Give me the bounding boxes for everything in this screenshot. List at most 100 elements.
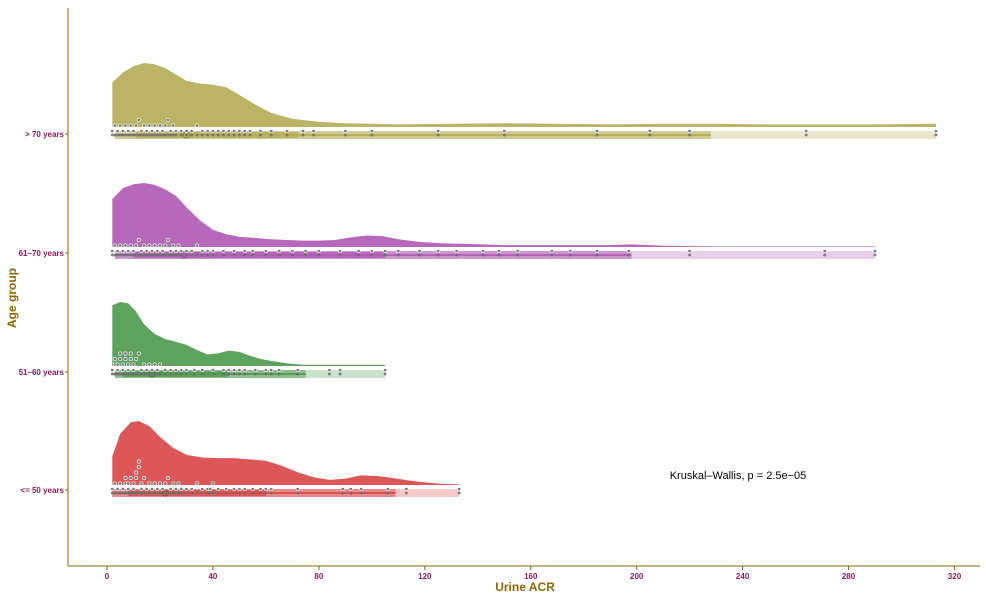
rug-point	[124, 372, 127, 376]
rug-point	[243, 133, 247, 137]
rug-point	[129, 372, 133, 376]
data-point	[210, 481, 215, 486]
data-point	[147, 243, 152, 248]
rug-point	[110, 372, 114, 376]
data-point	[142, 475, 147, 480]
data-point	[134, 243, 139, 248]
rug-point	[129, 253, 133, 257]
data-point	[139, 481, 144, 486]
y-ticks: <= 50 years 51–60 years 61–70 years > 70 ye…	[19, 130, 68, 495]
rug-point	[169, 133, 173, 137]
rug-point	[166, 253, 170, 257]
data-point	[136, 464, 141, 469]
rug-point	[116, 253, 120, 257]
rug-point	[595, 253, 599, 257]
rug-point	[383, 253, 387, 257]
rug-point	[179, 491, 183, 495]
rug-point	[259, 133, 263, 137]
rug-point	[232, 372, 236, 376]
data-point	[118, 123, 123, 128]
rug-point	[163, 491, 167, 495]
rug-point	[150, 372, 154, 376]
rug-point	[285, 133, 289, 137]
rug-point	[113, 133, 117, 137]
density-cloud	[112, 302, 386, 366]
rug-point	[200, 253, 204, 257]
data-point	[163, 243, 168, 248]
x-tick-label: 320	[948, 572, 962, 581]
rug-point	[455, 253, 459, 257]
rug-point	[497, 253, 501, 257]
rug-point	[550, 253, 554, 257]
data-point	[142, 362, 147, 367]
series-group	[105, 183, 878, 259]
rug-point	[118, 133, 122, 137]
data-point	[165, 475, 170, 480]
data-point	[123, 356, 128, 361]
data-point	[128, 475, 133, 480]
rug-point	[208, 491, 212, 495]
data-point	[136, 459, 141, 464]
rug-point	[158, 133, 162, 137]
rug-point	[185, 372, 188, 376]
data-point	[152, 243, 157, 248]
rug-point	[121, 491, 125, 495]
rug-point	[264, 372, 268, 376]
rug-point	[328, 372, 331, 376]
data-point	[131, 481, 136, 486]
x-tick-label: 40	[208, 572, 217, 581]
data-point	[158, 243, 163, 248]
rug-point	[259, 491, 263, 495]
rug-point	[436, 253, 440, 257]
rug-point	[110, 133, 114, 137]
rug-point	[118, 372, 122, 376]
rug-point	[185, 133, 188, 137]
rug-point	[277, 372, 281, 376]
rug-point	[121, 133, 125, 137]
rug-point	[124, 133, 127, 137]
rug-point	[211, 253, 215, 257]
rug-point	[166, 491, 170, 495]
rug-point	[161, 253, 165, 257]
rug-point	[216, 133, 220, 137]
data-point	[112, 123, 117, 128]
rug-point	[129, 133, 133, 137]
data-point	[112, 243, 117, 248]
rug-point	[113, 491, 117, 495]
rug-point	[227, 372, 231, 376]
rug-point	[132, 372, 135, 376]
rug-point	[134, 133, 138, 137]
rug-point	[174, 133, 178, 137]
rug-point	[457, 491, 461, 495]
series-layer	[105, 63, 938, 497]
rug-point	[137, 372, 141, 376]
rug-point	[370, 253, 374, 257]
rug-point	[177, 253, 180, 257]
rug-point	[139, 491, 143, 495]
data-point	[112, 356, 117, 361]
rug-point	[190, 491, 194, 495]
series-group	[105, 421, 462, 497]
data-point	[128, 123, 133, 128]
rug-point	[190, 133, 194, 137]
rug-point	[317, 253, 321, 257]
rug-point	[118, 491, 122, 495]
rug-point	[116, 491, 120, 495]
rug-point	[296, 372, 300, 376]
axes-layer	[67, 8, 980, 567]
rug-point	[934, 133, 938, 137]
data-point	[134, 470, 139, 475]
rug-point	[134, 253, 138, 257]
rug-point	[269, 133, 273, 137]
separator-strip	[105, 367, 388, 369]
data-point	[123, 475, 128, 480]
data-point	[147, 362, 152, 367]
rug-point	[163, 133, 167, 137]
y-tick-label: 51–60 years	[19, 368, 65, 377]
data-point	[126, 481, 131, 486]
rug-point	[211, 491, 215, 495]
rug-point	[142, 372, 146, 376]
rug-point	[569, 253, 572, 257]
rug-point	[155, 253, 159, 257]
data-point	[152, 362, 157, 367]
